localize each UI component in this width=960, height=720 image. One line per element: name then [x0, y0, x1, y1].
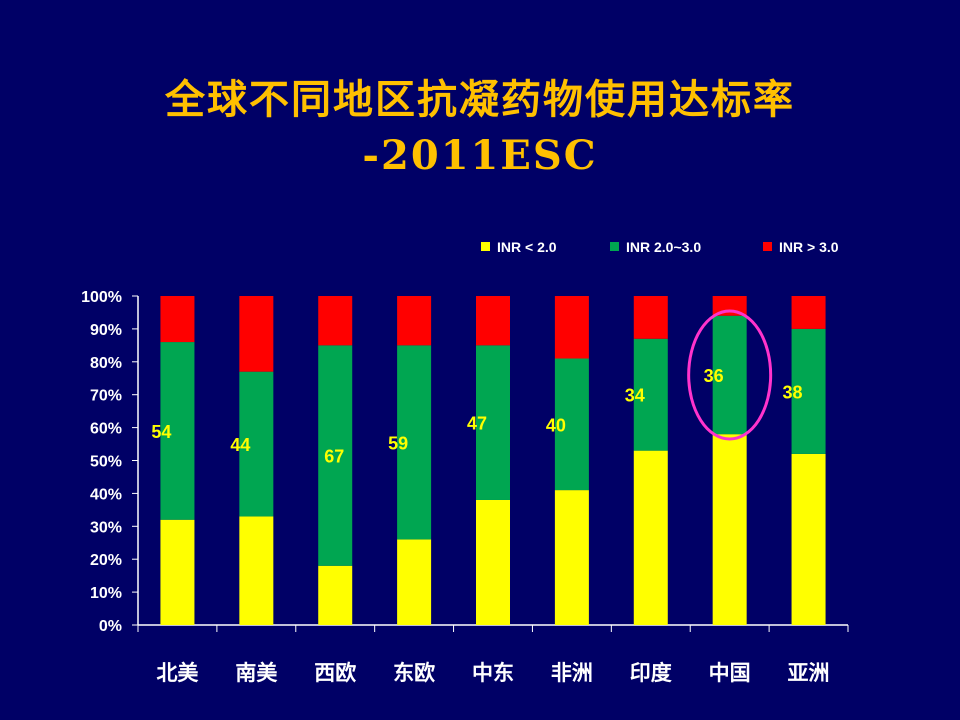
y-tick-label: 60% [90, 421, 122, 438]
bar-segment-1 [160, 519, 195, 625]
bar-segment-1 [712, 434, 747, 625]
legend-swatch-3 [763, 242, 772, 251]
bar-segment-3 [160, 296, 195, 343]
bar-segment-2 [476, 345, 510, 500]
x-category-label: 东欧 [393, 661, 435, 685]
title-line-2: -2011ESC [362, 132, 598, 179]
bar-segment-3 [318, 296, 353, 346]
y-tick-label: 0% [99, 618, 122, 635]
bar-segment-2 [397, 345, 432, 540]
bar-segment-1 [633, 450, 668, 625]
bar-segment-1 [397, 539, 432, 625]
slide-title: 全球不同地区抗凝药物使用达标率 -2011ESC [0, 72, 960, 184]
bar-segment-1 [476, 499, 510, 625]
bar-segment-2 [633, 338, 668, 451]
bar-segment-1 [318, 565, 353, 625]
title-line-1: 全球不同地区抗凝药物使用达标率 [165, 76, 795, 123]
y-tick-label: 70% [90, 388, 122, 405]
bar-segment-3 [554, 296, 589, 359]
bar-segment-2 [554, 358, 589, 491]
bar-segment-3 [791, 296, 826, 329]
x-category-label: 南美 [235, 661, 277, 685]
bar-segment-2 [318, 345, 353, 566]
data-label: 54 [151, 422, 171, 442]
y-tick-label: 30% [90, 519, 122, 536]
bar-segment-3 [633, 296, 668, 339]
data-label: 44 [230, 435, 250, 455]
x-category-label: 北美 [156, 661, 198, 685]
x-category-label: 中东 [472, 661, 514, 685]
y-tick-label: 100% [81, 289, 122, 306]
legend-swatch-1 [481, 242, 490, 251]
data-label: 34 [625, 386, 645, 406]
bar-segment-2 [791, 328, 826, 454]
bar-segment-1 [239, 516, 274, 625]
bar-segment-3 [239, 296, 274, 372]
legend-label-1: INR < 2.0 [497, 239, 557, 255]
bar-segment-1 [554, 490, 589, 625]
y-tick-label: 10% [90, 585, 122, 602]
y-tick-label: 90% [90, 322, 122, 339]
data-label: 38 [783, 382, 803, 402]
bar-segment-1 [791, 453, 826, 625]
highlight-ellipse [687, 309, 773, 441]
bar-segment-3 [476, 296, 510, 346]
y-tick-label: 20% [90, 552, 122, 569]
data-label: 36 [704, 366, 724, 386]
x-category-label: 中国 [709, 661, 751, 685]
bar-segment-3 [397, 296, 432, 346]
legend-label-3: INR > 3.0 [779, 239, 839, 255]
legend-label-2: INR 2.0~3.0 [626, 239, 701, 255]
x-category-label: 亚洲 [788, 661, 830, 685]
y-tick-label: 40% [90, 486, 122, 503]
data-label: 47 [467, 414, 487, 434]
x-category-label: 西欧 [314, 661, 356, 685]
x-category-label: 印度 [630, 661, 672, 685]
data-label: 67 [324, 447, 344, 467]
bar-segment-2 [239, 371, 274, 517]
y-tick-label: 50% [90, 454, 122, 471]
y-tick-label: 80% [90, 355, 122, 372]
legend-swatch-2 [610, 242, 619, 251]
data-label: 40 [546, 415, 566, 435]
data-label: 59 [388, 433, 408, 453]
x-category-label: 非洲 [551, 661, 593, 685]
bar-segment-2 [160, 342, 195, 520]
bar-segment-2 [712, 315, 747, 435]
